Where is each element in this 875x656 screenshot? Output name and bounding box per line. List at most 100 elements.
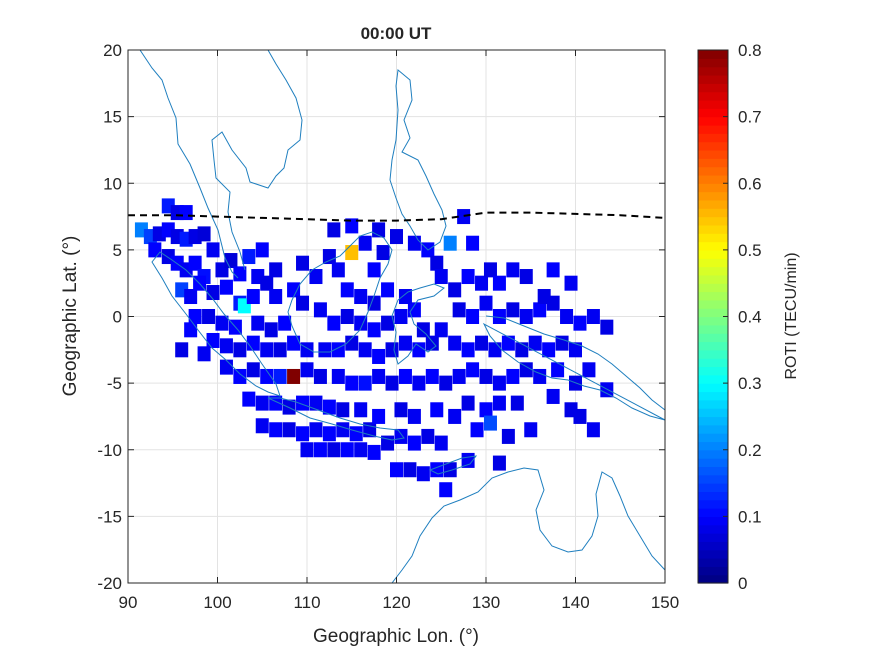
roti-cell	[528, 335, 542, 351]
roti-cell	[398, 289, 412, 305]
roti-cell	[269, 289, 283, 305]
roti-cell	[376, 245, 390, 261]
colorbar-segment	[698, 408, 728, 418]
roti-cell	[367, 262, 381, 278]
roti-cell	[412, 375, 426, 391]
roti-cell	[219, 338, 233, 354]
colorbar-segment	[698, 108, 728, 118]
y-tick-label: 5	[113, 241, 122, 260]
roti-cell	[255, 242, 269, 258]
roti-cell	[434, 269, 448, 285]
roti-cell	[573, 408, 587, 424]
roti-cell	[372, 408, 386, 424]
roti-cell	[336, 422, 350, 438]
colorbar-segment	[698, 374, 728, 384]
colorbar-segment	[698, 99, 728, 109]
roti-cell	[466, 362, 480, 378]
colorbar-segment	[698, 333, 728, 343]
colorbar-segment	[698, 541, 728, 551]
colorbar-segment	[698, 558, 728, 567]
roti-cell	[242, 391, 256, 407]
colorbar-segment	[698, 224, 728, 234]
coastline-east-timor	[428, 455, 478, 475]
roti-cells	[134, 198, 614, 498]
chart-title: 00:00 UT	[361, 24, 432, 43]
roti-cell	[358, 375, 372, 391]
colorbar-segment	[698, 258, 728, 268]
roti-cell	[483, 415, 497, 431]
roti-cell	[282, 422, 296, 438]
colorbar-tick-label: 0.4	[738, 308, 762, 327]
roti-cell	[340, 442, 354, 458]
roti-cell	[510, 395, 524, 411]
roti-cell	[318, 342, 332, 358]
colorbar-segment	[698, 249, 728, 259]
colorbar-segment	[698, 141, 728, 151]
roti-cell	[542, 342, 556, 358]
colorbar-segment	[698, 133, 728, 143]
roti-cell	[345, 335, 359, 351]
colorbar-segment	[698, 516, 728, 526]
coastline-philippines	[389, 69, 447, 251]
roti-cell	[524, 422, 538, 438]
roti-cell	[479, 295, 493, 311]
roti-cell	[246, 335, 260, 351]
roti-cell	[313, 442, 327, 458]
roti-cell	[390, 462, 403, 478]
colorbar-segment	[698, 83, 728, 93]
y-tick-label: 20	[103, 41, 122, 60]
x-tick-label: 150	[651, 593, 679, 612]
roti-cell	[269, 262, 283, 278]
roti-cell	[354, 442, 368, 458]
roti-cell	[233, 266, 247, 282]
roti-cell	[260, 368, 274, 384]
y-tick-label: 10	[103, 174, 122, 193]
colorbar-tick-label: 0	[738, 574, 747, 593]
roti-cell	[206, 242, 220, 258]
colorbar-segment	[698, 124, 728, 134]
coastline-indochina	[139, 50, 303, 279]
roti-cell	[278, 315, 292, 331]
colorbar-segment	[698, 66, 728, 76]
roti-cell	[296, 295, 310, 311]
colorbar-segment	[698, 416, 728, 426]
roti-cell	[586, 309, 600, 324]
roti-cell	[519, 309, 533, 324]
colorbar-tick-label: 0.5	[738, 241, 762, 260]
roti-cell	[506, 302, 520, 318]
roti-cell	[233, 342, 247, 358]
colorbar-segment	[698, 324, 728, 334]
roti-cell	[537, 289, 551, 305]
colorbar-segment	[698, 58, 728, 68]
y-tick-label: -15	[97, 507, 122, 526]
roti-cell	[600, 382, 614, 398]
roti-cell	[466, 235, 480, 251]
roti-cell	[327, 442, 341, 458]
roti-cell	[443, 462, 457, 478]
roti-cell	[340, 282, 354, 298]
coastlines	[139, 50, 665, 583]
roti-cell	[331, 368, 345, 384]
roti-cell	[202, 309, 216, 324]
roti-cell	[586, 422, 600, 438]
roti-cell	[416, 466, 430, 482]
roti-cell	[197, 226, 211, 242]
roti-cell	[260, 275, 274, 291]
roti-cell	[219, 359, 233, 375]
colorbar-tick-label: 0.8	[738, 41, 762, 60]
roti-cell	[448, 335, 462, 351]
y-axis-label: Geographic Lat. (°)	[60, 236, 81, 397]
roti-cell	[296, 426, 310, 442]
roti-cell	[313, 368, 327, 384]
roti-cell	[273, 342, 287, 358]
roti-cell	[246, 289, 260, 305]
roti-cell	[390, 229, 403, 245]
colorbar-tick-label: 0.6	[738, 174, 762, 193]
colorbar-segment	[698, 199, 728, 209]
roti-cell	[372, 368, 386, 384]
x-tick-label: 100	[203, 593, 231, 612]
colorbar-segment	[698, 433, 728, 443]
y-axis-ticks: 20 15 10 5 0 -5 -10 -15 -20	[97, 41, 665, 593]
roti-cell	[407, 235, 421, 251]
roti-cell	[242, 249, 256, 265]
